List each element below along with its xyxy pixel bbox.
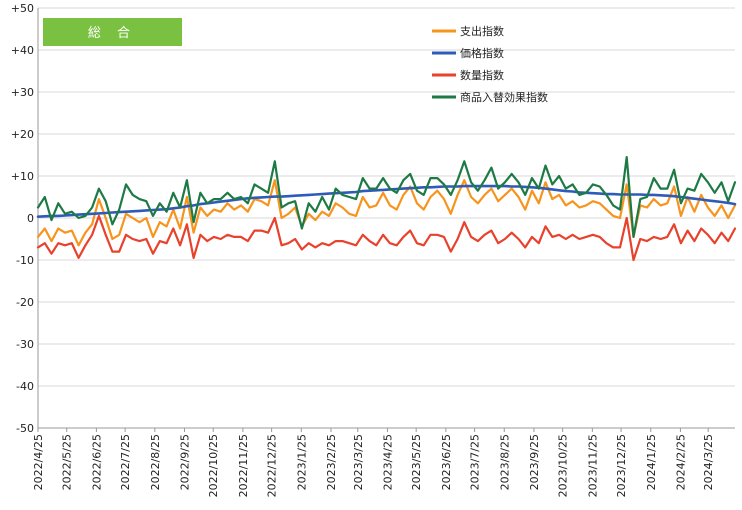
- x-tick-label: 2023/8/25: [498, 434, 511, 490]
- title-badge-text: 総 合: [88, 26, 136, 41]
- x-tick-label: 2023/4/25: [381, 434, 394, 490]
- x-tick-label: 2023/12/25: [615, 434, 628, 497]
- x-tick-labels: 2022/4/25 2022/5/25 2022/6/25 2022/7/25 2022…: [32, 428, 715, 497]
- title-badge-background: [43, 18, 182, 46]
- x-tick-label: 2023/2/25: [325, 434, 338, 490]
- x-tick-label: 2023/7/25: [469, 434, 482, 490]
- x-tick-label: 2024/2/25: [674, 434, 687, 490]
- series-line-1: [36, 184, 737, 218]
- y-tick-label: +10: [11, 170, 34, 183]
- x-tick-label: 2022/11/25: [237, 434, 250, 497]
- series-line-0: [36, 179, 737, 247]
- x-tick-label: 2023/11/25: [586, 434, 599, 497]
- x-tick-label: 2022/10/25: [207, 434, 220, 497]
- y-tick-label: +50: [11, 2, 34, 15]
- x-tick-label: 2023/1/25: [295, 434, 308, 490]
- y-tick-label: -20: [16, 296, 34, 309]
- legend-label-0: 支出指数: [460, 24, 504, 38]
- y-tick-label: +40: [11, 44, 34, 57]
- x-tick-label: 2022/7/25: [119, 434, 132, 490]
- y-tick-labels: +50 +40 +30 +20 +10 0 -10 -20 -30 -40 -50: [11, 2, 34, 435]
- x-tick-label: 2023/5/25: [410, 434, 423, 490]
- y-tick-label: -40: [16, 380, 34, 393]
- title-badge: 総 合: [43, 18, 182, 46]
- legend-label-1: 価格指数: [460, 46, 504, 60]
- y-tick-label: +20: [11, 128, 34, 141]
- x-tick-label: 2023/9/25: [528, 434, 541, 490]
- series-line-3: [36, 156, 737, 238]
- x-tick-label: 2024/1/25: [645, 434, 658, 490]
- y-tick-label: -10: [16, 254, 34, 267]
- x-tick-label: 2022/9/25: [178, 434, 191, 490]
- y-tick-label: -50: [16, 422, 34, 435]
- legend-label-3: 商品入替効果指数: [460, 90, 548, 104]
- y-tick-label: +30: [11, 86, 34, 99]
- x-tick-label: 2022/12/25: [266, 434, 279, 497]
- x-tick-label: 2022/4/25: [32, 434, 45, 490]
- x-tick-label: 2023/3/25: [352, 434, 365, 490]
- x-tick-label: 2023/10/25: [557, 434, 570, 497]
- y-tick-label: 0: [27, 212, 34, 225]
- series-lines: [36, 156, 737, 262]
- legend-label-2: 数量指数: [460, 68, 504, 82]
- x-tick-label: 2022/5/25: [61, 434, 74, 490]
- y-tick-label: -30: [16, 338, 34, 351]
- x-tick-label: 2022/8/25: [149, 434, 162, 490]
- x-tick-label: 2024/3/25: [702, 434, 715, 490]
- x-tick-label: 2023/6/25: [440, 434, 453, 490]
- x-tick-label: 2022/6/25: [90, 434, 103, 490]
- series-line-2: [36, 214, 737, 262]
